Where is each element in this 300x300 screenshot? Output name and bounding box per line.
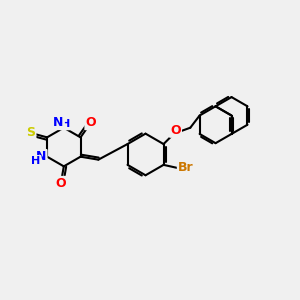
Text: O: O: [85, 116, 96, 129]
Text: N: N: [53, 116, 64, 129]
Text: H: H: [31, 156, 40, 166]
Text: H: H: [61, 119, 70, 129]
Text: O: O: [56, 177, 66, 190]
Text: N: N: [36, 150, 46, 163]
Text: O: O: [170, 124, 181, 136]
Text: Br: Br: [178, 161, 194, 174]
Text: S: S: [26, 126, 35, 140]
